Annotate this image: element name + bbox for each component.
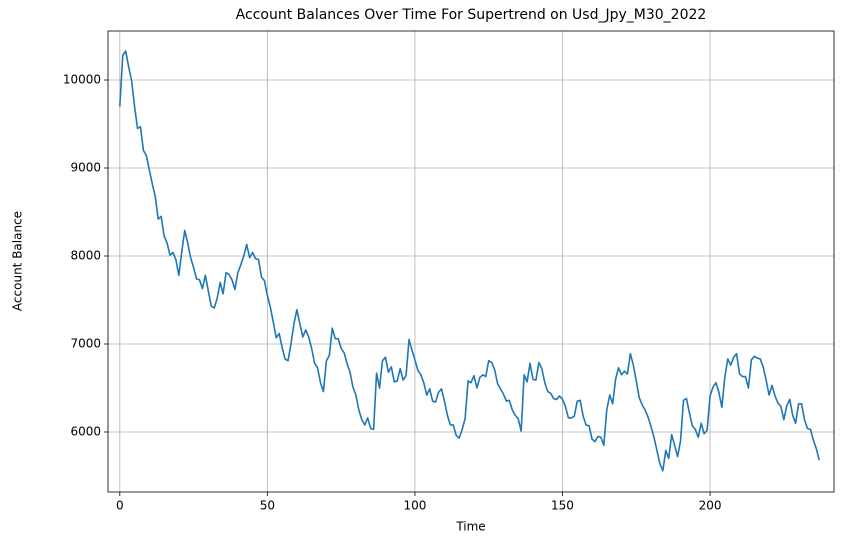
data-line [119,50,821,472]
y-tick-label: 10000 [63,73,101,87]
chart-title: Account Balances Over Time For Supertren… [236,7,707,23]
y-axis-label: Account Balance [11,211,25,311]
y-tick-label: 8000 [70,249,101,263]
y-tick-label: 9000 [70,161,101,175]
x-tick-label: 50 [260,499,275,513]
x-tick-label: 0 [116,499,124,513]
x-tick-label: 200 [699,499,722,513]
x-tick-label: 150 [551,499,574,513]
y-tick-label: 6000 [70,424,101,438]
x-axis-label: Time [455,520,485,534]
plot-frame [107,30,835,493]
x-tick-label: 100 [403,499,426,513]
y-tick-label: 7000 [70,336,101,350]
